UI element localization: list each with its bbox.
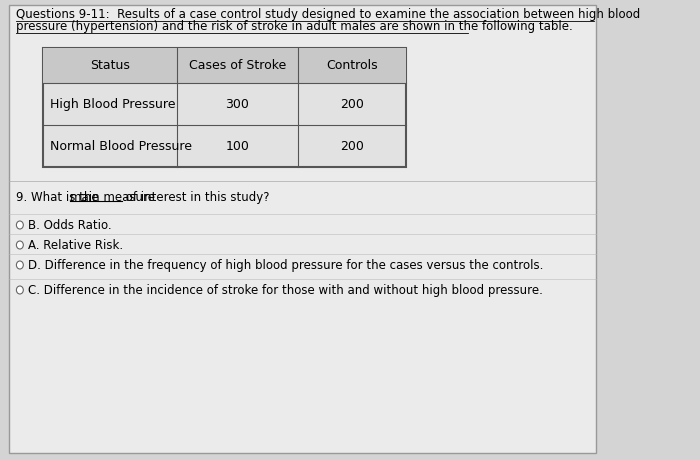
FancyBboxPatch shape (8, 5, 596, 453)
Text: 200: 200 (340, 140, 364, 152)
Text: A. Relative Risk.: A. Relative Risk. (27, 239, 122, 252)
Text: 9. What is the: 9. What is the (15, 190, 102, 203)
Text: Cases of Stroke: Cases of Stroke (189, 59, 286, 72)
Text: 200: 200 (340, 97, 364, 111)
Text: D. Difference in the frequency of high blood pressure for the cases versus the c: D. Difference in the frequency of high b… (27, 258, 543, 272)
Text: pressure (hypertension) and the risk of stroke in adult males are shown in the f: pressure (hypertension) and the risk of … (15, 20, 573, 33)
FancyBboxPatch shape (43, 48, 406, 83)
Circle shape (16, 241, 23, 249)
Text: of interest in this study?: of interest in this study? (122, 190, 270, 203)
Circle shape (16, 286, 23, 294)
Text: B. Odds Ratio.: B. Odds Ratio. (27, 218, 111, 231)
Text: 300: 300 (225, 97, 249, 111)
Text: High Blood Pressure: High Blood Pressure (50, 97, 176, 111)
Text: main measure: main measure (70, 190, 155, 203)
Text: Controls: Controls (326, 59, 377, 72)
Circle shape (16, 221, 23, 229)
Circle shape (16, 261, 23, 269)
Text: C. Difference in the incidence of stroke for those with and without high blood p: C. Difference in the incidence of stroke… (27, 284, 542, 297)
FancyBboxPatch shape (43, 48, 406, 167)
Text: Normal Blood Pressure: Normal Blood Pressure (50, 140, 192, 152)
Text: Questions 9-11:  Results of a case control study designed to examine the associa: Questions 9-11: Results of a case contro… (15, 8, 640, 21)
Text: Status: Status (90, 59, 130, 72)
Text: 100: 100 (225, 140, 249, 152)
